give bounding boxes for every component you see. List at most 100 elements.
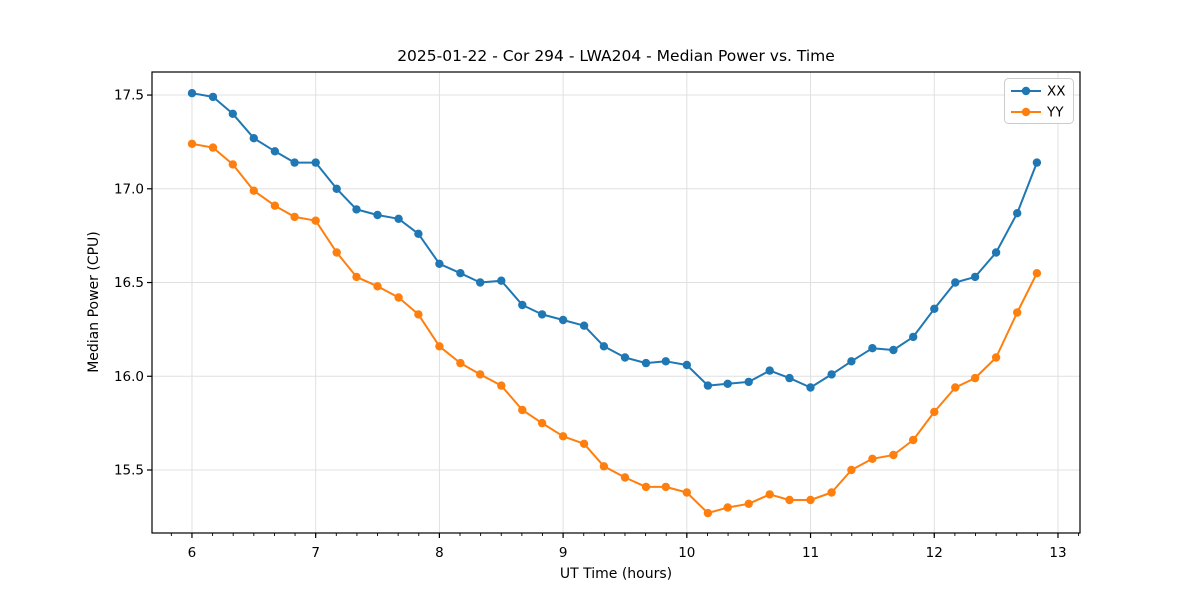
- data-point: [991, 353, 1001, 362]
- data-point: [909, 435, 918, 445]
- data-point: [332, 248, 341, 257]
- data-point: [228, 160, 237, 169]
- y-tick-label: 16.0: [114, 369, 144, 385]
- data-point: [518, 300, 527, 310]
- data-point: [456, 358, 465, 368]
- data-point: [435, 342, 444, 351]
- data-point: [1032, 158, 1042, 167]
- data-point: [847, 465, 856, 475]
- data-point: [868, 454, 877, 463]
- chart-title: 2025-01-22 - Cor 294 - LWA204 - Median P…: [397, 47, 835, 65]
- x-axis-title: UT Time (hours): [560, 566, 672, 582]
- x-tick-label: 6: [188, 545, 197, 561]
- data-point: [558, 315, 568, 325]
- data-point: [620, 473, 630, 482]
- data-point: [827, 370, 836, 379]
- data-point: [435, 259, 444, 268]
- data-point: [723, 379, 732, 388]
- y-tick-label: 17.0: [114, 181, 144, 197]
- x-tick-label: 8: [435, 545, 444, 561]
- data-point: [661, 482, 670, 492]
- data-point: [476, 278, 485, 287]
- data-point: [373, 210, 382, 220]
- data-point: [187, 139, 197, 148]
- data-point: [311, 216, 320, 225]
- x-tick-label: 12: [926, 545, 943, 561]
- x-tick-label: 13: [1049, 545, 1066, 561]
- data-point: [930, 304, 939, 313]
- data-point: [579, 439, 589, 448]
- data-point: [970, 272, 980, 282]
- data-point: [744, 377, 753, 387]
- y-tick-label: 15.5: [114, 463, 144, 479]
- data-point: [785, 495, 794, 505]
- data-point: [290, 212, 299, 222]
- x-tick-label: 10: [678, 545, 695, 561]
- data-point: [208, 143, 218, 152]
- data-point: [806, 495, 815, 505]
- legend-sample-marker-xx: [1021, 86, 1031, 96]
- data-point: [1013, 209, 1022, 218]
- data-point: [599, 342, 609, 351]
- data-point: [187, 89, 197, 98]
- data-point: [682, 488, 691, 497]
- data-point: [641, 358, 651, 368]
- data-point: [311, 158, 320, 167]
- legend-label-xx: XX: [1047, 84, 1066, 100]
- data-point: [970, 373, 980, 383]
- data-point: [930, 407, 939, 417]
- tick-labels: 6 7 8 9 10 11 12 13 15.5 16.0 16.5 17.0 17.5: [114, 88, 1067, 561]
- data-point: [723, 503, 732, 512]
- data-point: [373, 282, 382, 291]
- legend: XX YY: [1004, 78, 1074, 124]
- data-point: [682, 360, 691, 370]
- data-point: [394, 214, 403, 223]
- data-point: [806, 383, 815, 392]
- data-point: [827, 488, 836, 497]
- legend-samples: [1011, 86, 1041, 117]
- series-line-yy: [191, 142, 1038, 515]
- data-point: [537, 310, 547, 319]
- data-point: [414, 229, 423, 238]
- data-point: [249, 186, 258, 195]
- data-point: [785, 373, 794, 383]
- data-point: [1032, 269, 1042, 278]
- data-point: [497, 276, 506, 285]
- data-point: [270, 147, 280, 156]
- data-point: [868, 344, 877, 353]
- x-tick-label: 11: [802, 545, 819, 561]
- data-point: [599, 462, 609, 471]
- data-point: [394, 293, 403, 302]
- data-point: [951, 383, 960, 392]
- y-tick-label: 17.5: [114, 88, 144, 104]
- data-point: [208, 92, 218, 102]
- x-tick-label: 7: [311, 545, 320, 561]
- data-point: [641, 482, 651, 492]
- data-point: [332, 184, 341, 193]
- data-point: [290, 158, 299, 167]
- data-point: [620, 353, 630, 362]
- data-point: [951, 278, 960, 287]
- data-point: [579, 321, 589, 330]
- plot-border: [151, 71, 1081, 534]
- data-point: [991, 248, 1001, 257]
- data-point: [249, 134, 258, 143]
- data-point: [744, 499, 753, 508]
- data-point: [518, 405, 527, 415]
- data-point: [414, 310, 423, 319]
- data-point: [352, 205, 361, 214]
- data-point: [497, 381, 506, 390]
- legend-sample-marker-yy: [1021, 107, 1031, 117]
- legend-label-yy: YY: [1046, 105, 1064, 121]
- y-axis-title: Median Power (CPU): [86, 231, 102, 373]
- series-line-xx: [191, 92, 1038, 389]
- y-tick-label: 16.5: [114, 275, 144, 291]
- gridlines: [152, 72, 1080, 533]
- data-point: [270, 201, 280, 210]
- x-tick-label: 9: [559, 545, 568, 561]
- data-point: [889, 345, 898, 355]
- data-point: [661, 357, 670, 366]
- data-point: [765, 366, 774, 375]
